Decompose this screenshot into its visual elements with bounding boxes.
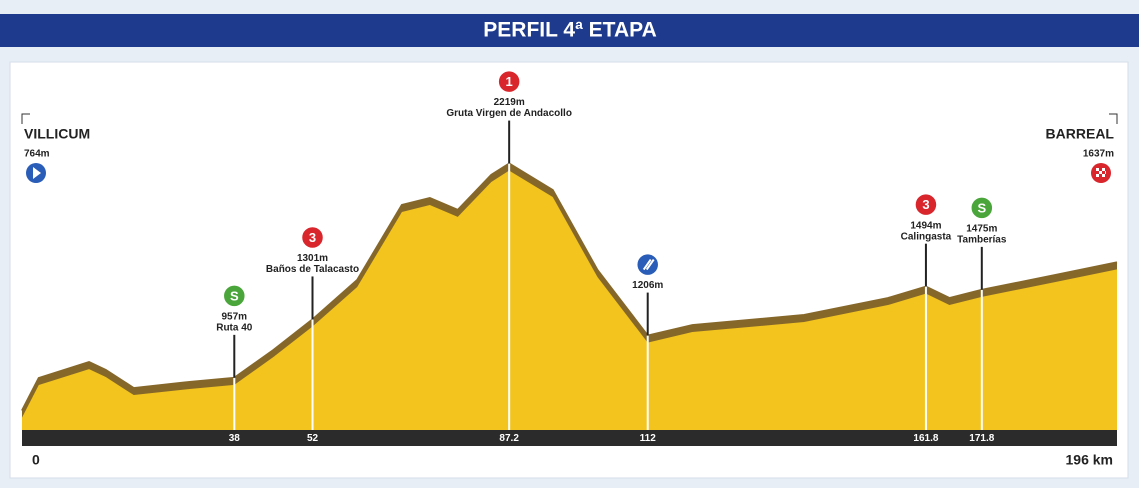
x-tick-label: 38 [229, 433, 241, 444]
x-tick-label: 171.8 [969, 433, 994, 444]
start-icon [26, 163, 46, 183]
x-tick-label: 112 [640, 433, 657, 444]
point-name: Calingasta [901, 231, 952, 242]
point-name: Gruta Virgen de Andacollo [446, 108, 572, 119]
badge-label: S [230, 288, 239, 303]
point-elevation: 957m [222, 312, 248, 323]
badge-label: 3 [922, 197, 929, 212]
x-end-label: 0 [32, 452, 40, 468]
badge [300, 225, 325, 250]
point-elevation: 2219m [494, 97, 525, 108]
finish-icon [1091, 163, 1111, 183]
start-elevation: 764m [24, 149, 50, 160]
start-name: VILLICUM [24, 126, 90, 142]
badge-label: 1 [506, 74, 513, 89]
point-elevation: 1475m [966, 224, 997, 235]
corner-marks [21, 113, 1118, 124]
profile-edge [21, 162, 1118, 412]
profile-area [22, 170, 1117, 431]
badge-label: 3 [309, 230, 316, 245]
header-bar [0, 14, 1139, 47]
finish-name: BARREAL [1046, 126, 1115, 142]
point-name: Ruta 40 [216, 323, 253, 334]
badge [497, 69, 521, 94]
x-tick-label: 87.2 [499, 433, 519, 444]
point-name: Baños de Talacasto [266, 264, 359, 275]
point-elevation: 1494m [910, 220, 941, 231]
badge [970, 196, 994, 220]
badge-label: S [977, 200, 986, 215]
badge [914, 192, 938, 217]
finish-elevation: 1637m [1083, 149, 1114, 160]
x-end-label: 196 km [1066, 452, 1113, 468]
point-elevation: 1206m [632, 280, 663, 291]
badge [222, 284, 247, 308]
feed-icon [642, 259, 655, 271]
x-tick-label: 52 [307, 433, 319, 444]
plot [21, 162, 1118, 431]
x-tick-label: 161.8 [913, 433, 938, 444]
km-bar [22, 430, 1117, 446]
header-title: PERFIL 4ª ETAPA [483, 19, 656, 42]
point-elevation: 1301m [297, 253, 328, 264]
point-name: Tamberías [957, 235, 1007, 246]
